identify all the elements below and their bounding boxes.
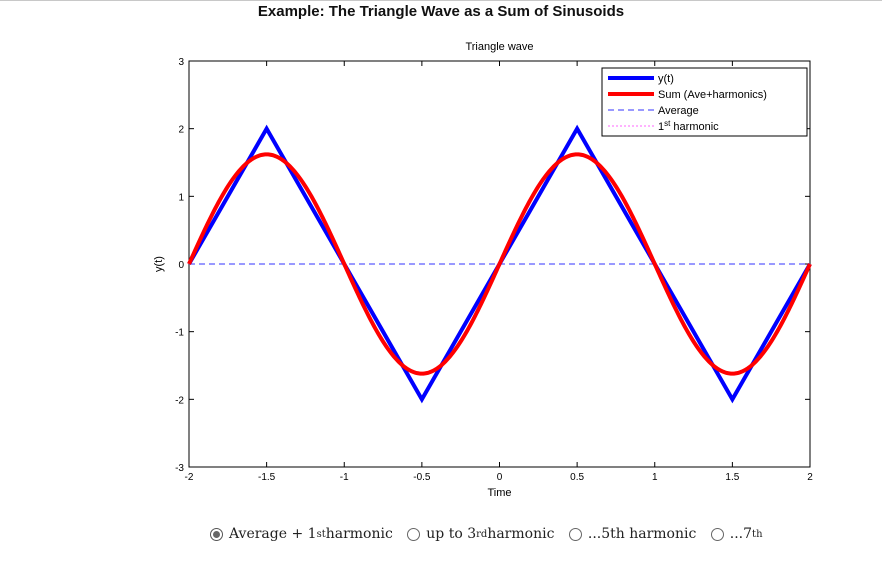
radio-first-harmonic[interactable]: [210, 527, 223, 541]
option-fifth-harmonic-pre: ...5th harmonic: [587, 526, 697, 542]
y-tick-label: 3: [178, 57, 184, 68]
y-axis-label: y(t): [153, 256, 165, 272]
legend-label-pre: 1: [658, 121, 664, 133]
option-first-harmonic-post: harmonic: [325, 526, 393, 542]
legend-label-post: harmonic: [670, 121, 719, 133]
y-tick-label: -1: [175, 328, 184, 339]
y-tick-label: -3: [175, 463, 184, 474]
option-fifth-harmonic[interactable]: ...5th harmonic: [568, 526, 697, 542]
option-third-harmonic-post: harmonic: [487, 526, 555, 542]
y-tick-label: 1: [178, 192, 184, 203]
y-tick-label: -2: [175, 395, 184, 406]
top-divider: [0, 0, 882, 1]
option-seventh-harmonic-sup: th: [752, 528, 763, 540]
x-tick-label: 2: [807, 472, 813, 483]
option-third-harmonic-pre: up to 3: [426, 526, 477, 542]
x-tick-label: -1: [340, 472, 349, 483]
radio-fifth-harmonic[interactable]: [568, 527, 582, 541]
legend-label-first-harmonic: 1st harmonic: [658, 119, 719, 133]
x-tick-label: 1: [652, 472, 658, 483]
x-tick-label: 0.5: [570, 472, 584, 483]
y-tick-label: 2: [178, 125, 184, 136]
legend-label: y(t): [658, 73, 674, 85]
x-tick-label: -0.5: [413, 472, 431, 483]
chart-title: Triangle wave: [465, 41, 533, 53]
option-third-harmonic-sup: rd: [476, 528, 488, 540]
option-first-harmonic-pre: Average + 1: [229, 526, 317, 542]
y-tick-label: 0: [178, 260, 184, 271]
x-tick-label: -1.5: [258, 472, 276, 483]
option-first-harmonic-sup: st: [316, 528, 326, 540]
page-title: Example: The Triangle Wave as a Sum of S…: [257, 3, 625, 20]
x-axis-label: Time: [487, 487, 511, 499]
series-line-sum: [187, 152, 812, 376]
legend-label-sup: st: [664, 119, 671, 128]
x-tick-label: -2: [185, 472, 194, 483]
x-tick-label: 0: [497, 472, 503, 483]
option-seventh-harmonic[interactable]: ...7 th: [710, 526, 763, 542]
radio-third-harmonic[interactable]: [407, 527, 421, 541]
legend-label: Sum (Ave+harmonics): [658, 89, 767, 101]
x-tick-label: 1.5: [725, 472, 739, 483]
legend-label: Average: [658, 105, 699, 117]
radio-seventh-harmonic[interactable]: [710, 527, 724, 541]
option-seventh-harmonic-pre: ...7: [729, 526, 753, 542]
chart-svg: Triangle wave-2 -1.5 -1 -0.5 0 0.5 1 1.5 2-3-2-1…: [153, 41, 813, 499]
